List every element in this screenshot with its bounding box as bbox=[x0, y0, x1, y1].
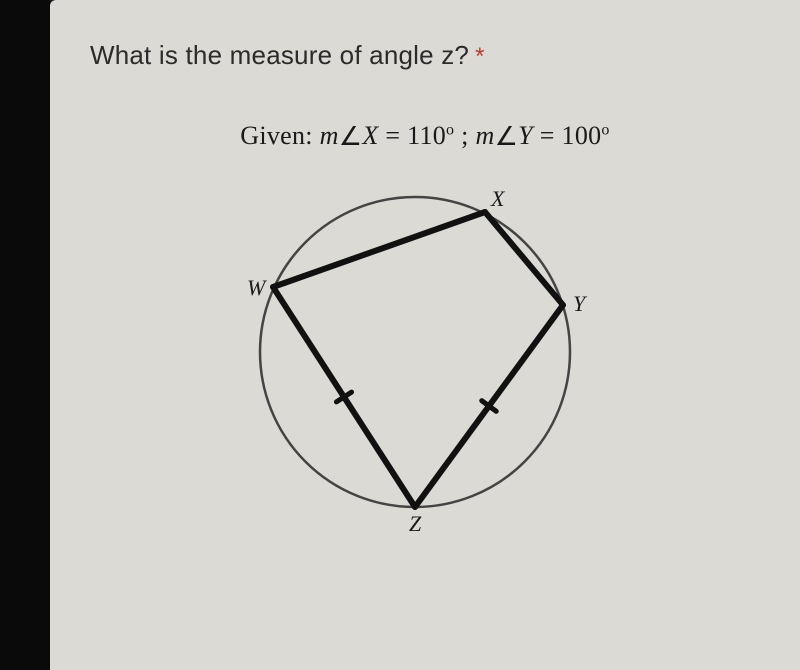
degree-2: o bbox=[601, 121, 609, 138]
diagram-container: W X Y Z bbox=[90, 157, 760, 557]
question-text: What is the measure of angle z? bbox=[90, 40, 469, 71]
geometry-diagram: W X Y Z bbox=[215, 157, 635, 557]
window-sidebar bbox=[0, 0, 50, 670]
angle-symbol-1: ∠ bbox=[339, 122, 363, 152]
angle2-var: Y bbox=[518, 121, 533, 150]
angle1-var: X bbox=[362, 121, 378, 150]
svg-text:X: X bbox=[490, 186, 506, 211]
svg-text:Z: Z bbox=[409, 511, 422, 536]
degree-1: o bbox=[446, 121, 454, 138]
angle2-value: 100 bbox=[562, 121, 602, 150]
measure-prefix-1: m bbox=[320, 121, 339, 150]
given-line: Given: m∠X = 110o ; m∠Y = 100o bbox=[90, 121, 760, 151]
question-card: What is the measure of angle z? * Given:… bbox=[50, 0, 800, 670]
given-label: Given: bbox=[240, 121, 313, 150]
svg-text:Y: Y bbox=[573, 291, 588, 316]
angle-symbol-2: ∠ bbox=[495, 122, 519, 152]
svg-text:W: W bbox=[247, 275, 267, 300]
required-asterisk: * bbox=[475, 43, 484, 71]
measure-prefix-2: m bbox=[475, 121, 494, 150]
angle1-value: 110 bbox=[407, 121, 446, 150]
question-row: What is the measure of angle z? * bbox=[90, 40, 760, 71]
